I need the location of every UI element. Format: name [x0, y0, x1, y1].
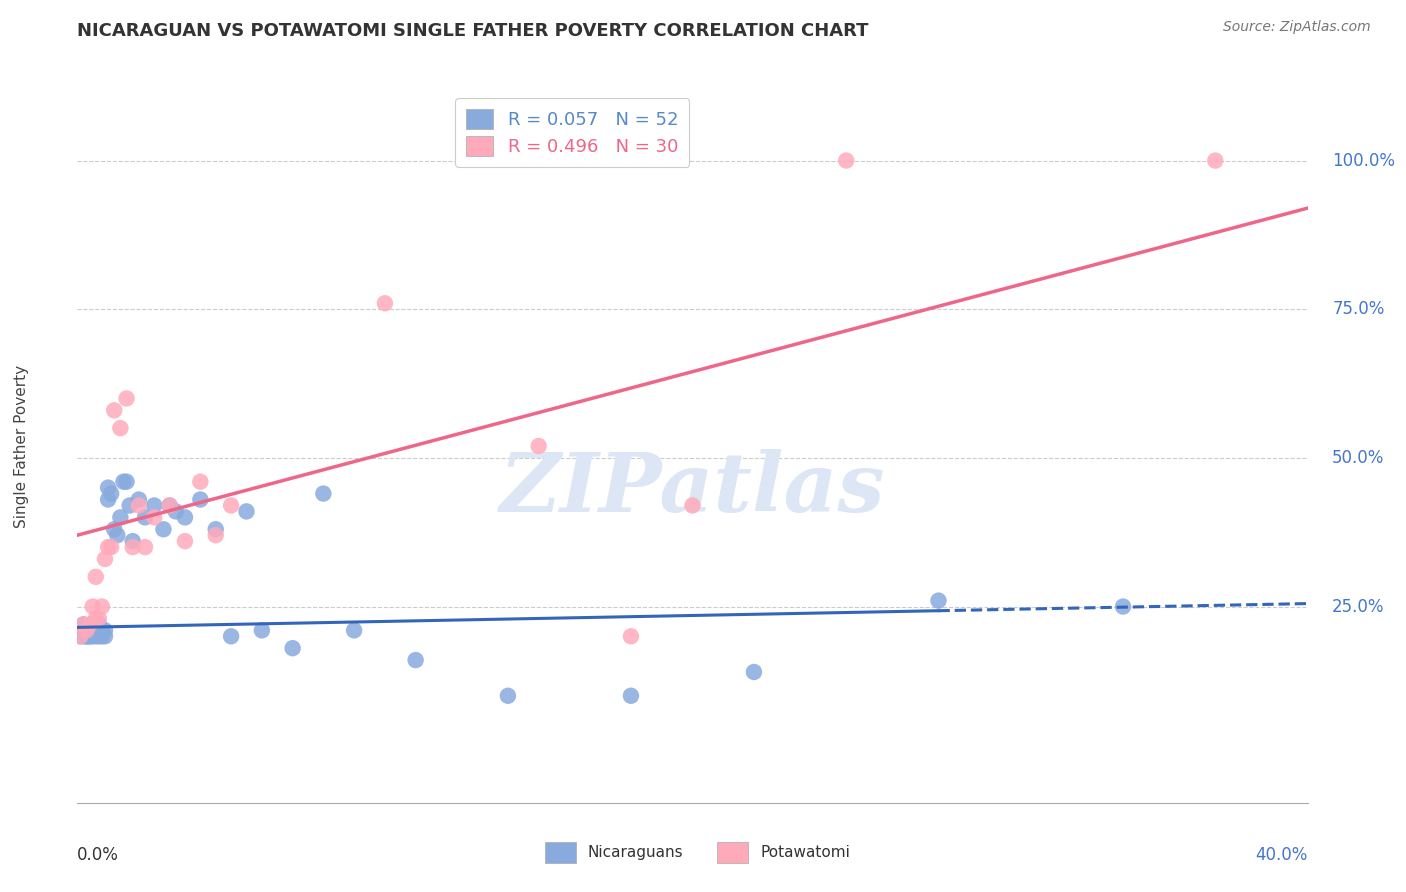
Text: 75.0%: 75.0%: [1333, 301, 1385, 318]
Point: [134, 510, 156, 524]
Point: [128, 492, 150, 507]
Point: [1204, 153, 1226, 168]
Point: [165, 504, 187, 518]
Point: [174, 534, 197, 549]
Point: [405, 653, 427, 667]
Point: [79, 629, 101, 643]
Point: [204, 528, 226, 542]
Point: [312, 486, 335, 500]
Point: [90, 599, 114, 614]
Point: [97, 540, 120, 554]
Point: [90, 629, 114, 643]
Point: [121, 540, 143, 554]
Point: [69, 629, 91, 643]
Point: [281, 641, 304, 656]
Point: [82, 629, 104, 643]
Point: [742, 665, 765, 679]
Point: [110, 510, 132, 524]
Point: [115, 475, 138, 489]
Point: [118, 499, 141, 513]
Point: [496, 689, 519, 703]
Point: [100, 540, 122, 554]
Point: [682, 499, 704, 513]
Point: [69, 629, 91, 643]
Point: [94, 629, 117, 643]
Text: Source: ZipAtlas.com: Source: ZipAtlas.com: [1223, 20, 1371, 34]
Point: [84, 570, 107, 584]
Text: NICARAGUAN VS POTAWATOMI SINGLE FATHER POVERTY CORRELATION CHART: NICARAGUAN VS POTAWATOMI SINGLE FATHER P…: [77, 22, 869, 40]
Point: [97, 481, 120, 495]
Point: [82, 599, 104, 614]
Point: [134, 540, 156, 554]
Point: [188, 492, 212, 507]
Point: [82, 624, 104, 638]
Point: [87, 617, 110, 632]
Text: 25.0%: 25.0%: [1333, 598, 1385, 615]
Point: [112, 475, 135, 489]
Point: [79, 617, 101, 632]
Text: ZIPatlas: ZIPatlas: [499, 449, 886, 529]
Point: [72, 617, 94, 632]
Point: [527, 439, 550, 453]
Point: [143, 510, 166, 524]
Point: [82, 617, 104, 632]
Point: [188, 475, 212, 489]
Point: [620, 689, 643, 703]
Point: [374, 296, 396, 310]
Point: [105, 528, 128, 542]
Point: [76, 629, 98, 643]
Point: [84, 611, 107, 625]
Point: [620, 629, 643, 643]
Bar: [546, 842, 575, 863]
Point: [84, 629, 107, 643]
Text: Single Father Poverty: Single Father Poverty: [14, 365, 30, 527]
Point: [219, 499, 242, 513]
Text: 100.0%: 100.0%: [1333, 152, 1395, 169]
Text: Nicaraguans: Nicaraguans: [588, 846, 683, 860]
Point: [235, 504, 257, 518]
Point: [121, 534, 143, 549]
Point: [250, 624, 273, 638]
Text: Potawatomi: Potawatomi: [761, 846, 851, 860]
Point: [79, 629, 101, 643]
Point: [110, 421, 132, 435]
Point: [72, 629, 94, 643]
Point: [103, 522, 125, 536]
Text: 40.0%: 40.0%: [1256, 846, 1308, 863]
Point: [84, 624, 107, 638]
Text: 50.0%: 50.0%: [1333, 449, 1385, 467]
Point: [87, 611, 110, 625]
Point: [928, 593, 950, 607]
Point: [69, 624, 91, 638]
Point: [174, 510, 197, 524]
Point: [72, 617, 94, 632]
Bar: [717, 842, 748, 863]
Legend: R = 0.057   N = 52, R = 0.496   N = 30: R = 0.057 N = 52, R = 0.496 N = 30: [456, 98, 689, 167]
Point: [90, 624, 114, 638]
Point: [159, 499, 181, 513]
Point: [79, 624, 101, 638]
Point: [76, 624, 98, 638]
Point: [219, 629, 242, 643]
Point: [76, 629, 98, 643]
Point: [87, 629, 110, 643]
Point: [159, 499, 181, 513]
Point: [100, 486, 122, 500]
Point: [128, 499, 150, 513]
Text: 0.0%: 0.0%: [77, 846, 120, 863]
Point: [103, 403, 125, 417]
Point: [97, 492, 120, 507]
Point: [835, 153, 858, 168]
Point: [204, 522, 226, 536]
Point: [1112, 599, 1135, 614]
Point: [115, 392, 138, 406]
Point: [152, 522, 174, 536]
Point: [94, 552, 117, 566]
Point: [143, 499, 166, 513]
Point: [76, 624, 98, 638]
Point: [94, 624, 117, 638]
Point: [343, 624, 366, 638]
